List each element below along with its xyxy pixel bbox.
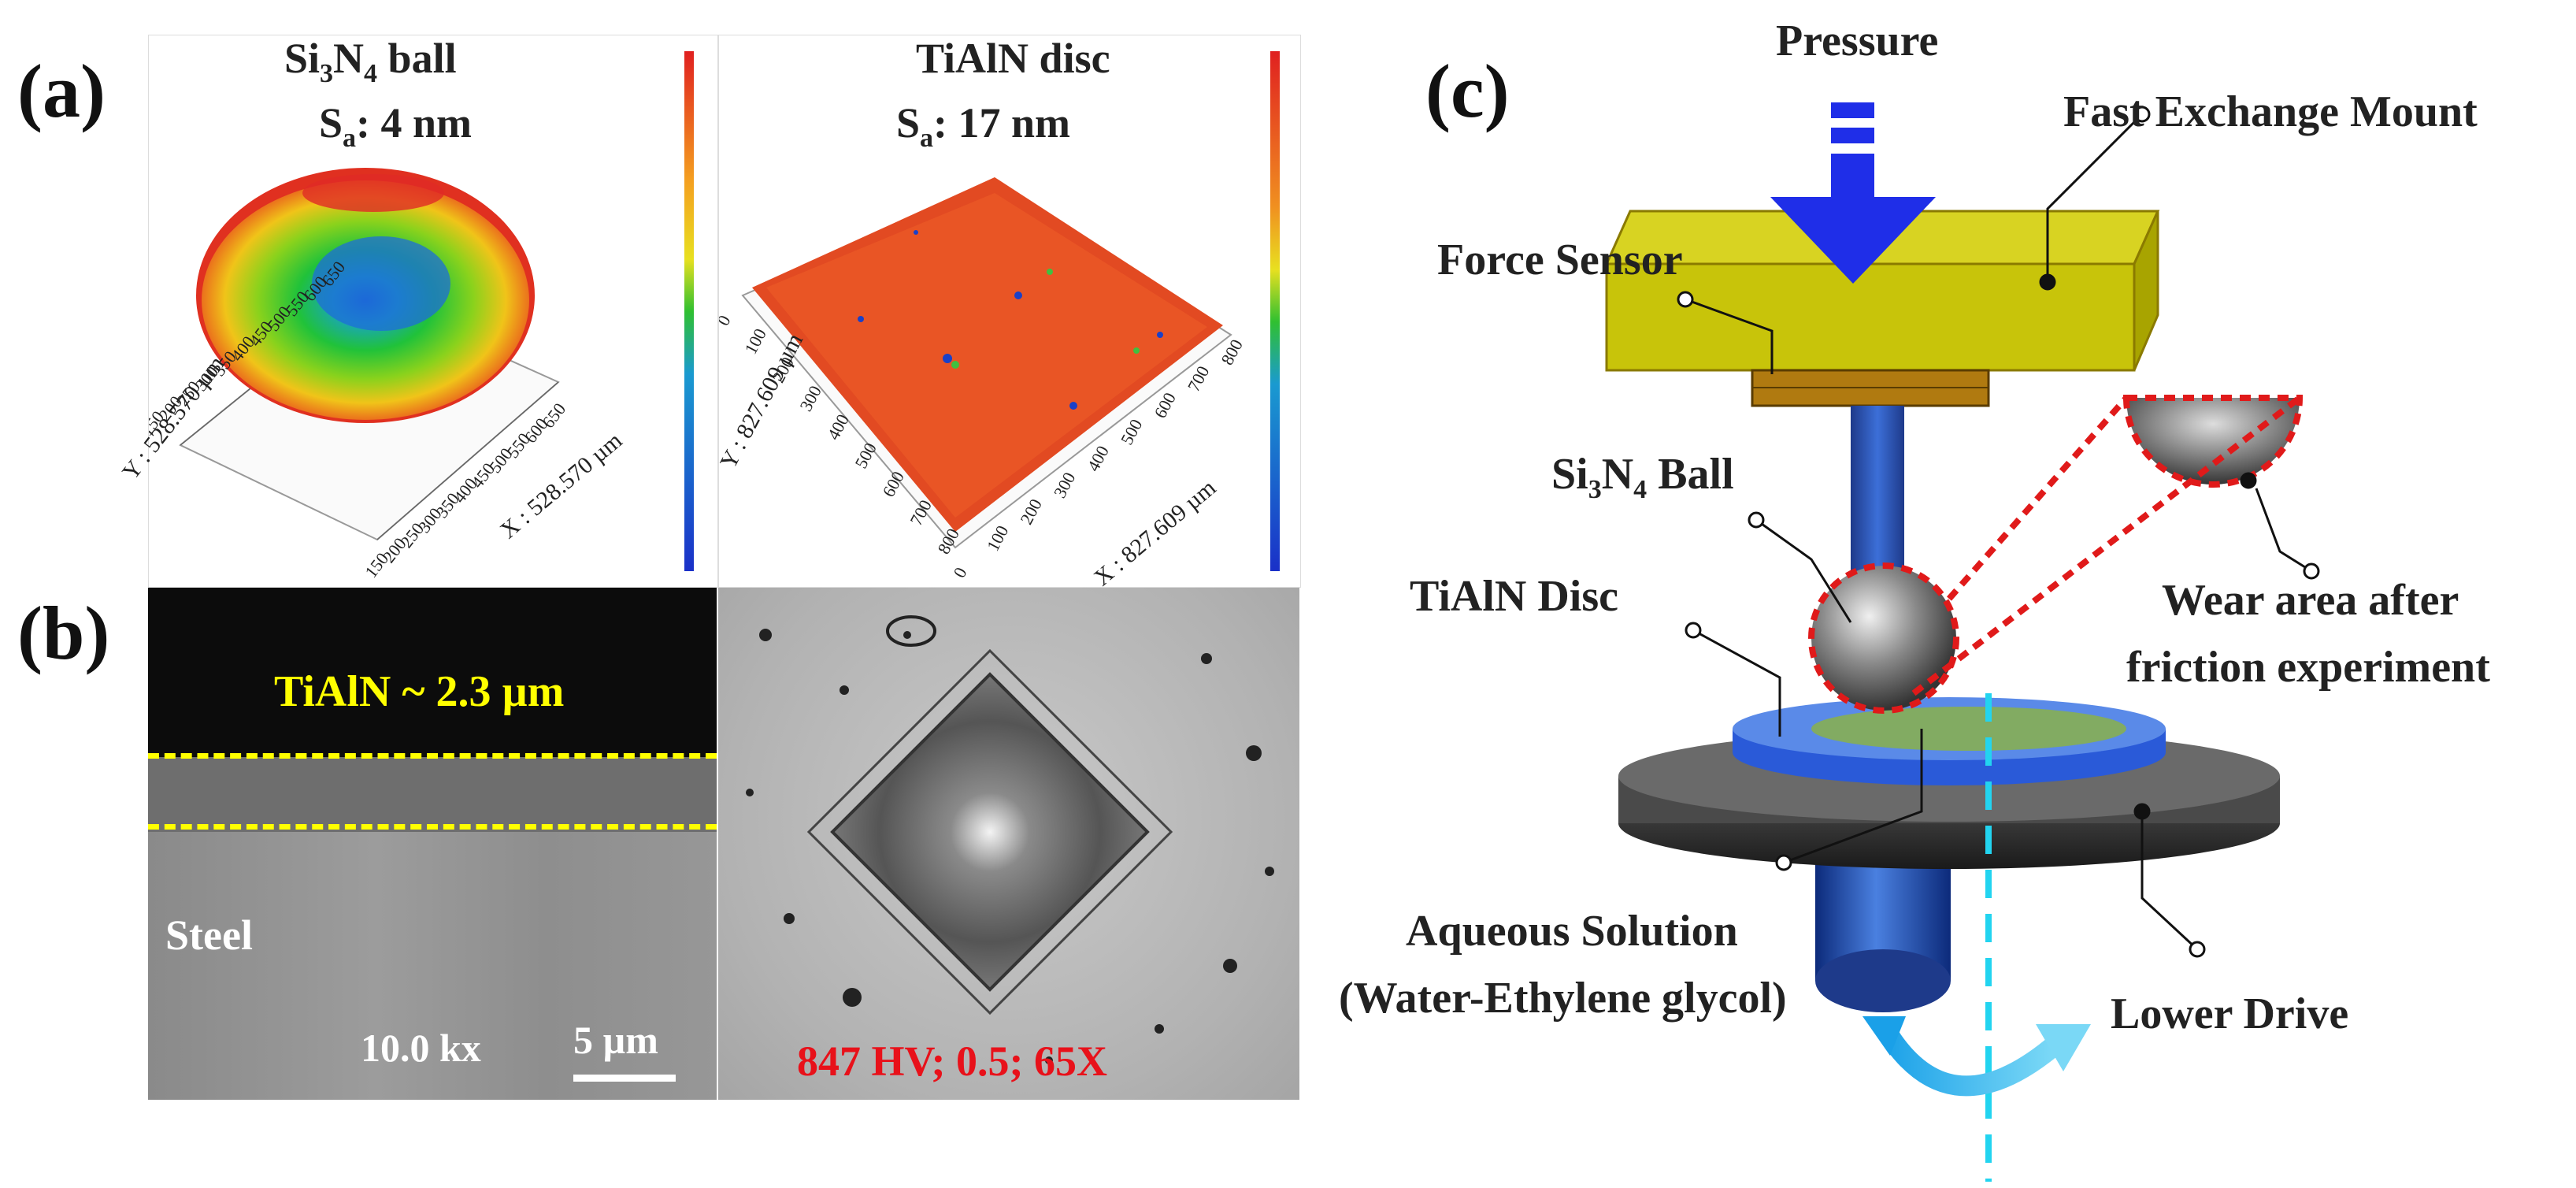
- profilometry-disc-panel: 0 100 200 300 400 500 600 700 800 0 100 200 300 400 50…: [713, 35, 1301, 591]
- hardness-indent-image: 847 HV; 0.5; 65X: [718, 588, 1299, 1100]
- solution-label-line2: (Water-Ethylene glycol): [1339, 974, 1787, 1023]
- disc-x-tick: 200: [1016, 496, 1046, 528]
- disc-title: TiAlN disc: [916, 35, 1110, 82]
- disc-sa-value: Sa: 17 nm: [896, 99, 1071, 153]
- disc-x-tick: 300: [1050, 469, 1080, 501]
- sem-coating-region: [148, 757, 717, 832]
- ball-sa-value: Sa: 4 nm: [319, 99, 473, 153]
- coating-top-dashed-line: [148, 753, 717, 759]
- sem-background-region: [148, 588, 717, 757]
- disc-topography-plot: 0100200300400500600700800010020030040050…: [713, 51, 1280, 581]
- scale-bar-label: 5 µm: [573, 1018, 658, 1062]
- pressure-label: Pressure: [1776, 17, 1939, 65]
- wear-area-label-line2: friction experiment: [2126, 643, 2490, 692]
- scale-bar: [573, 1075, 676, 1082]
- disc-x-tick: 0: [949, 564, 970, 581]
- panel-label-b: (b): [17, 591, 110, 675]
- ball-label: Si3N4 Ball: [1551, 450, 1734, 505]
- disc-x-tick: 100: [983, 522, 1013, 555]
- load-shaft: [1851, 406, 1904, 575]
- steel-label: Steel: [165, 911, 253, 959]
- panel-label-a: (a): [17, 49, 106, 133]
- force-sensor: [1751, 369, 1990, 407]
- pressure-arrow: [1770, 102, 1936, 284]
- ball-title: Si3N4 ball: [284, 35, 457, 88]
- coating-bottom-dashed-line: [148, 824, 717, 830]
- leader-lines: [1677, 106, 2320, 958]
- wear-area-zoom: [1911, 395, 2304, 696]
- wear-area-label-line1: Wear area after: [2162, 576, 2459, 625]
- coating-thickness-label: TiAlN ~ 2.3 µm: [274, 667, 565, 716]
- sem-substrate-region: [148, 832, 717, 1100]
- profilometry-ball-panel: 150 200 250 300 350 400 450 500 550 600 650 150 200 2…: [117, 35, 718, 588]
- indent-drawing: [746, 615, 1274, 1064]
- disc-y-tick: 100: [740, 325, 770, 358]
- lower-drive-label: Lower Drive: [2111, 989, 2349, 1038]
- fast-exchange-mount-label: Fast Exchange Mount: [2063, 87, 2478, 136]
- ball-topography-plot: 1502002503003504004505005506006501502002…: [136, 51, 694, 581]
- tribometer-schematic: [1604, 102, 2320, 1182]
- force-sensor-label: Force Sensor: [1437, 236, 1683, 284]
- panel-label-c: (c): [1425, 49, 1510, 133]
- sem-cross-section: TiAlN ~ 2.3 µm Steel 10.0 kx 5 µm: [148, 588, 717, 1100]
- disc-y-tick: 0: [719, 312, 735, 329]
- solution-label-line1: Aqueous Solution: [1406, 907, 1738, 956]
- disc-label: TiAlN Disc: [1410, 572, 1618, 621]
- rotation-arrow: [1863, 1016, 2091, 1097]
- magnification-label: 10.0 kx: [361, 1026, 481, 1070]
- si3n4-ball: [1808, 562, 1959, 714]
- hardness-label: 847 HV; 0.5; 65X: [797, 1038, 1108, 1085]
- disc-x-tick: 400: [1083, 442, 1113, 474]
- tialn-disc: [1733, 697, 2166, 785]
